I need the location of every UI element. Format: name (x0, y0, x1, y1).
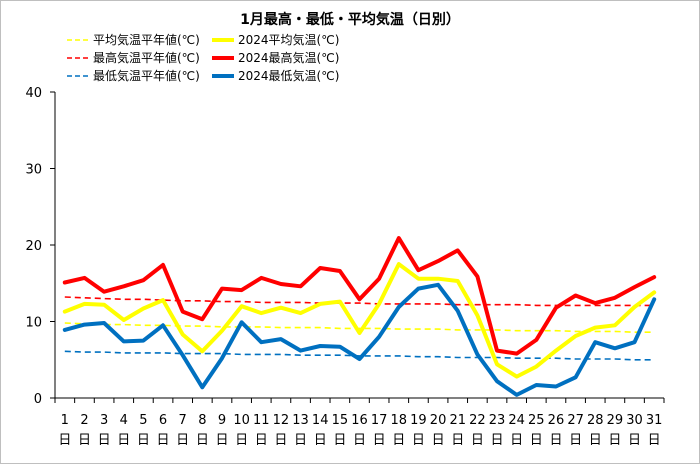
x-tick-suffix: 日 (333, 433, 346, 448)
x-tick-suffix: 日 (648, 433, 661, 448)
series-line-2 (62, 262, 657, 379)
x-tick-label: 29 (607, 413, 624, 428)
y-tick-label: 30 (25, 163, 42, 178)
x-tick-suffix: 日 (549, 433, 562, 448)
x-tick-label: 28 (587, 413, 604, 428)
x-tick-label: 2 (80, 413, 88, 428)
x-tick-label: 25 (528, 413, 545, 428)
y-tick-label: 0 (34, 392, 42, 407)
series-line-1 (64, 322, 655, 334)
x-tick-suffix: 日 (432, 433, 445, 448)
x-tick-label: 11 (253, 413, 270, 428)
legend-label: 最高気温平年値(℃) (93, 50, 200, 65)
x-tick-suffix: 日 (157, 433, 170, 448)
x-tick-suffix: 日 (98, 433, 111, 448)
x-tick-suffix: 日 (274, 433, 287, 448)
x-tick-suffix: 日 (235, 433, 248, 448)
x-tick-suffix: 日 (392, 433, 405, 448)
x-tick-label: 17 (371, 413, 388, 428)
x-tick-suffix: 日 (608, 433, 621, 448)
x-tick-suffix: 日 (589, 433, 602, 448)
x-tick-label: 3 (100, 413, 108, 428)
x-tick-suffix: 日 (196, 433, 209, 448)
x-tick-suffix: 日 (294, 433, 307, 448)
x-tick-label: 16 (351, 413, 368, 428)
x-tick-suffix: 日 (314, 433, 327, 448)
y-tick-label: 20 (25, 239, 42, 254)
x-tick-label: 22 (469, 413, 486, 428)
x-tick-label: 15 (332, 413, 349, 428)
x-tick-suffix: 日 (78, 433, 91, 448)
x-tick-label: 6 (159, 413, 167, 428)
x-tick-suffix: 日 (412, 433, 425, 448)
series-line-5 (64, 350, 655, 361)
legend-label: 2024平均気温(℃) (238, 32, 339, 47)
x-tick-label: 24 (508, 413, 525, 428)
x-tick-label: 26 (548, 413, 565, 428)
x-tick-label: 20 (430, 413, 447, 428)
y-axis: 0 10 20 30 40 (25, 86, 56, 407)
x-tick-label: 12 (273, 413, 290, 428)
x-tick-suffix: 日 (530, 433, 543, 448)
x-tick-label: 10 (233, 413, 250, 428)
x-tick-label: 13 (292, 413, 309, 428)
y-tick-label: 40 (25, 86, 42, 101)
x-tick-label: 5 (139, 413, 147, 428)
series-line-6 (62, 282, 657, 397)
x-tick-suffix: 日 (117, 433, 130, 448)
x-tick-suffix: 日 (628, 433, 641, 448)
legend-label: 2024最低気温(℃) (238, 68, 339, 83)
x-tick-suffix: 日 (353, 433, 366, 448)
x-tick-suffix: 日 (491, 433, 504, 448)
x-tick-label: 19 (410, 413, 427, 428)
x-tick-suffix: 日 (471, 433, 484, 448)
x-tick-label: 14 (312, 413, 329, 428)
legend-label: 2024最高気温(℃) (238, 50, 339, 65)
x-tick-suffix: 日 (451, 433, 464, 448)
x-tick-label: 8 (198, 413, 206, 428)
x-tick-suffix: 日 (176, 433, 189, 448)
x-tick-suffix: 日 (215, 433, 228, 448)
x-tick-label: 1 (61, 413, 69, 428)
legend-label: 平均気温平年値(℃) (93, 32, 200, 47)
x-tick-suffix: 日 (58, 433, 71, 448)
x-tick-label: 4 (120, 413, 128, 428)
x-tick-label: 21 (449, 413, 466, 428)
x-tick-suffix: 日 (137, 433, 150, 448)
x-tick-label: 7 (179, 413, 187, 428)
x-tick-label: 23 (489, 413, 506, 428)
x-tick-label: 31 (646, 413, 663, 428)
legend: 平均気温平年値(℃) 2024平均気温(℃) 最高気温平年値(℃) 2024最高気温(… (67, 32, 339, 83)
legend-label: 最低気温平年値(℃) (93, 68, 200, 83)
x-axis: 1日2日3日4日5日6日7日8日9日10日11日12日13日14日15日16日1… (54, 397, 665, 448)
series-layer (62, 236, 657, 397)
x-tick-label: 27 (567, 413, 584, 428)
x-tick-label: 30 (626, 413, 643, 428)
y-tick-label: 10 (25, 316, 42, 331)
x-tick-label: 9 (218, 413, 226, 428)
chart-title: 1月最高・最低・平均気温（日別） (240, 11, 460, 28)
x-tick-suffix: 日 (510, 433, 523, 448)
series-line-4 (62, 236, 657, 356)
x-tick-suffix: 日 (255, 433, 268, 448)
x-tick-suffix: 日 (373, 433, 386, 448)
x-tick-suffix: 日 (569, 433, 582, 448)
x-tick-label: 18 (391, 413, 408, 428)
